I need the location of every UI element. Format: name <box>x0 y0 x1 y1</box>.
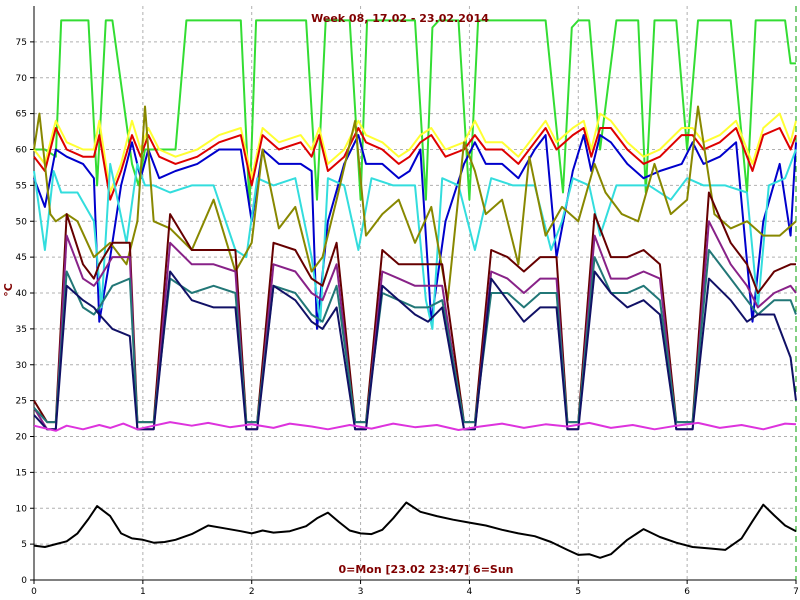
series-line-5 <box>33 149 797 330</box>
y-tick-label: 70 <box>16 74 28 84</box>
x-tick-label: 4 <box>467 587 473 597</box>
y-tick-label: 50 <box>16 217 28 227</box>
y-tick-label: 25 <box>16 397 27 407</box>
y-axis-label: °C <box>2 283 15 297</box>
y-tick-label: 20 <box>16 433 28 443</box>
series-line-12 <box>33 501 797 559</box>
x-tick-label: 7 <box>793 587 799 597</box>
y-tick-label: 55 <box>16 181 27 191</box>
y-tick-label: 35 <box>16 325 27 335</box>
series-line-3 <box>33 127 797 201</box>
series-line-10 <box>33 270 797 431</box>
chart-title: Week 08, 17.02 - 23.02.2014 <box>311 12 489 25</box>
y-tick-label: 45 <box>16 253 27 263</box>
series-line-11 <box>33 421 797 432</box>
x-tick-label: 5 <box>575 587 581 597</box>
y-tick-labels: 0 5 10 15 20 25 30 35 40 45 50 55 60 65 70 75 <box>16 38 34 586</box>
y-tick-label: 40 <box>16 289 28 299</box>
series-line-2 <box>33 112 797 194</box>
x-tick-labels: 0 1 2 3 4 5 6 7 <box>31 580 799 597</box>
series-lines <box>33 19 797 559</box>
y-tick-label: 0 <box>21 576 27 586</box>
x-tick-label: 2 <box>249 587 255 597</box>
y-tick-label: 75 <box>16 38 27 48</box>
x-tick-label: 1 <box>140 587 146 597</box>
y-tick-label: 5 <box>21 540 27 550</box>
y-tick-label: 10 <box>16 504 28 514</box>
y-tick-label: 65 <box>16 110 27 120</box>
chart-subtitle: 0=Mon [23.02 23:47] 6=Sun <box>338 563 513 576</box>
y-tick-label: 60 <box>16 146 28 156</box>
x-tick-label: 6 <box>684 587 690 597</box>
y-tick-label: 30 <box>16 361 28 371</box>
x-tick-label: 0 <box>31 587 37 597</box>
y-tick-label: 15 <box>16 468 27 478</box>
x-tick-label: 3 <box>358 587 364 597</box>
series-line-6 <box>33 105 797 302</box>
series-line-1 <box>34 19 796 208</box>
